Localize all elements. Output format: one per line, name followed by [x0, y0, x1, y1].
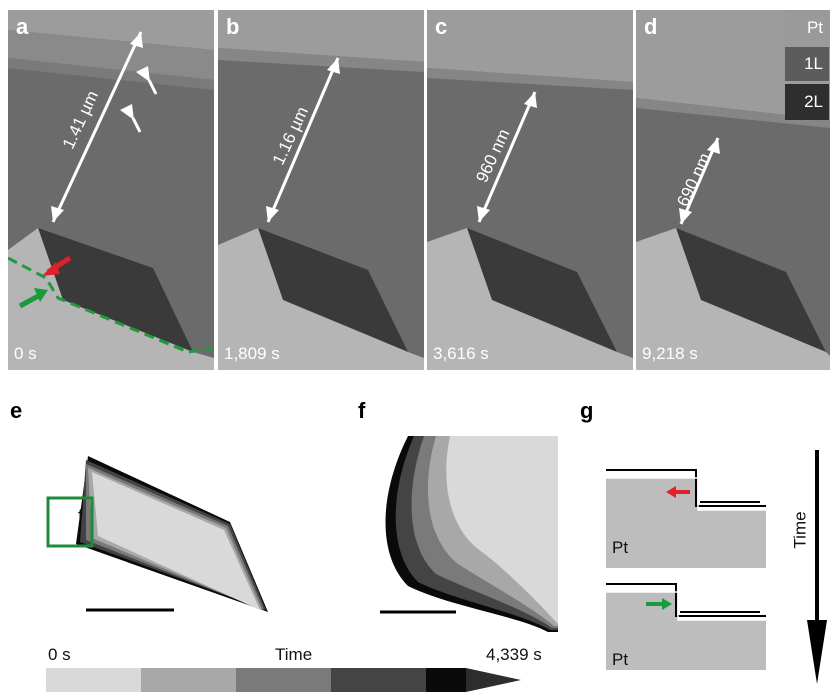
- growth-map-e: [46, 456, 268, 612]
- sem-image-d: [636, 10, 830, 370]
- pt-label-bottom: Pt: [612, 650, 629, 669]
- panel-letter-c: c: [435, 14, 448, 39]
- sem-panel-d: d 690 nm 9,218 s: [636, 10, 830, 370]
- panel-letter-e: e: [10, 398, 23, 423]
- time-arrow-label: Time: [790, 511, 810, 549]
- timestamp-d: 9,218 s: [642, 344, 698, 363]
- growth-map-f: [378, 436, 558, 636]
- timestamp-c: 3,616 s: [433, 344, 489, 363]
- legend-pt: Pt: [785, 10, 829, 46]
- pt-label-top: Pt: [612, 538, 629, 557]
- time-arrow: [807, 450, 827, 684]
- sem-image-b: [218, 10, 424, 370]
- timestamp-b: 1,809 s: [224, 344, 280, 363]
- panel-letter-f: f: [358, 398, 366, 423]
- sem-panel-a: a 1.41 µm 0 s: [8, 10, 214, 370]
- inset-label-f: f: [78, 506, 83, 525]
- sem-image-a: [8, 10, 214, 370]
- colorbar: [46, 668, 521, 692]
- legend-1l: 1L: [785, 47, 829, 81]
- schematic-g: [606, 469, 766, 670]
- sem-panel-b: b 1.16 µm 1,809 s: [218, 10, 424, 370]
- panel-letter-b: b: [226, 14, 240, 39]
- legend-2l: 2L: [785, 84, 829, 120]
- sem-panel-c: c 960 nm 3,616 s: [427, 10, 633, 370]
- colorbar-time-label: Time: [275, 645, 313, 664]
- colorbar-end-label: 4,339 s: [486, 645, 542, 664]
- timestamp-a: 0 s: [14, 344, 37, 363]
- sem-image-c: [427, 10, 633, 370]
- colorbar-start-label: 0 s: [48, 645, 71, 664]
- panel-letter-g: g: [580, 398, 594, 423]
- panel-letter-a: a: [16, 14, 29, 39]
- panel-letter-d: d: [644, 14, 658, 39]
